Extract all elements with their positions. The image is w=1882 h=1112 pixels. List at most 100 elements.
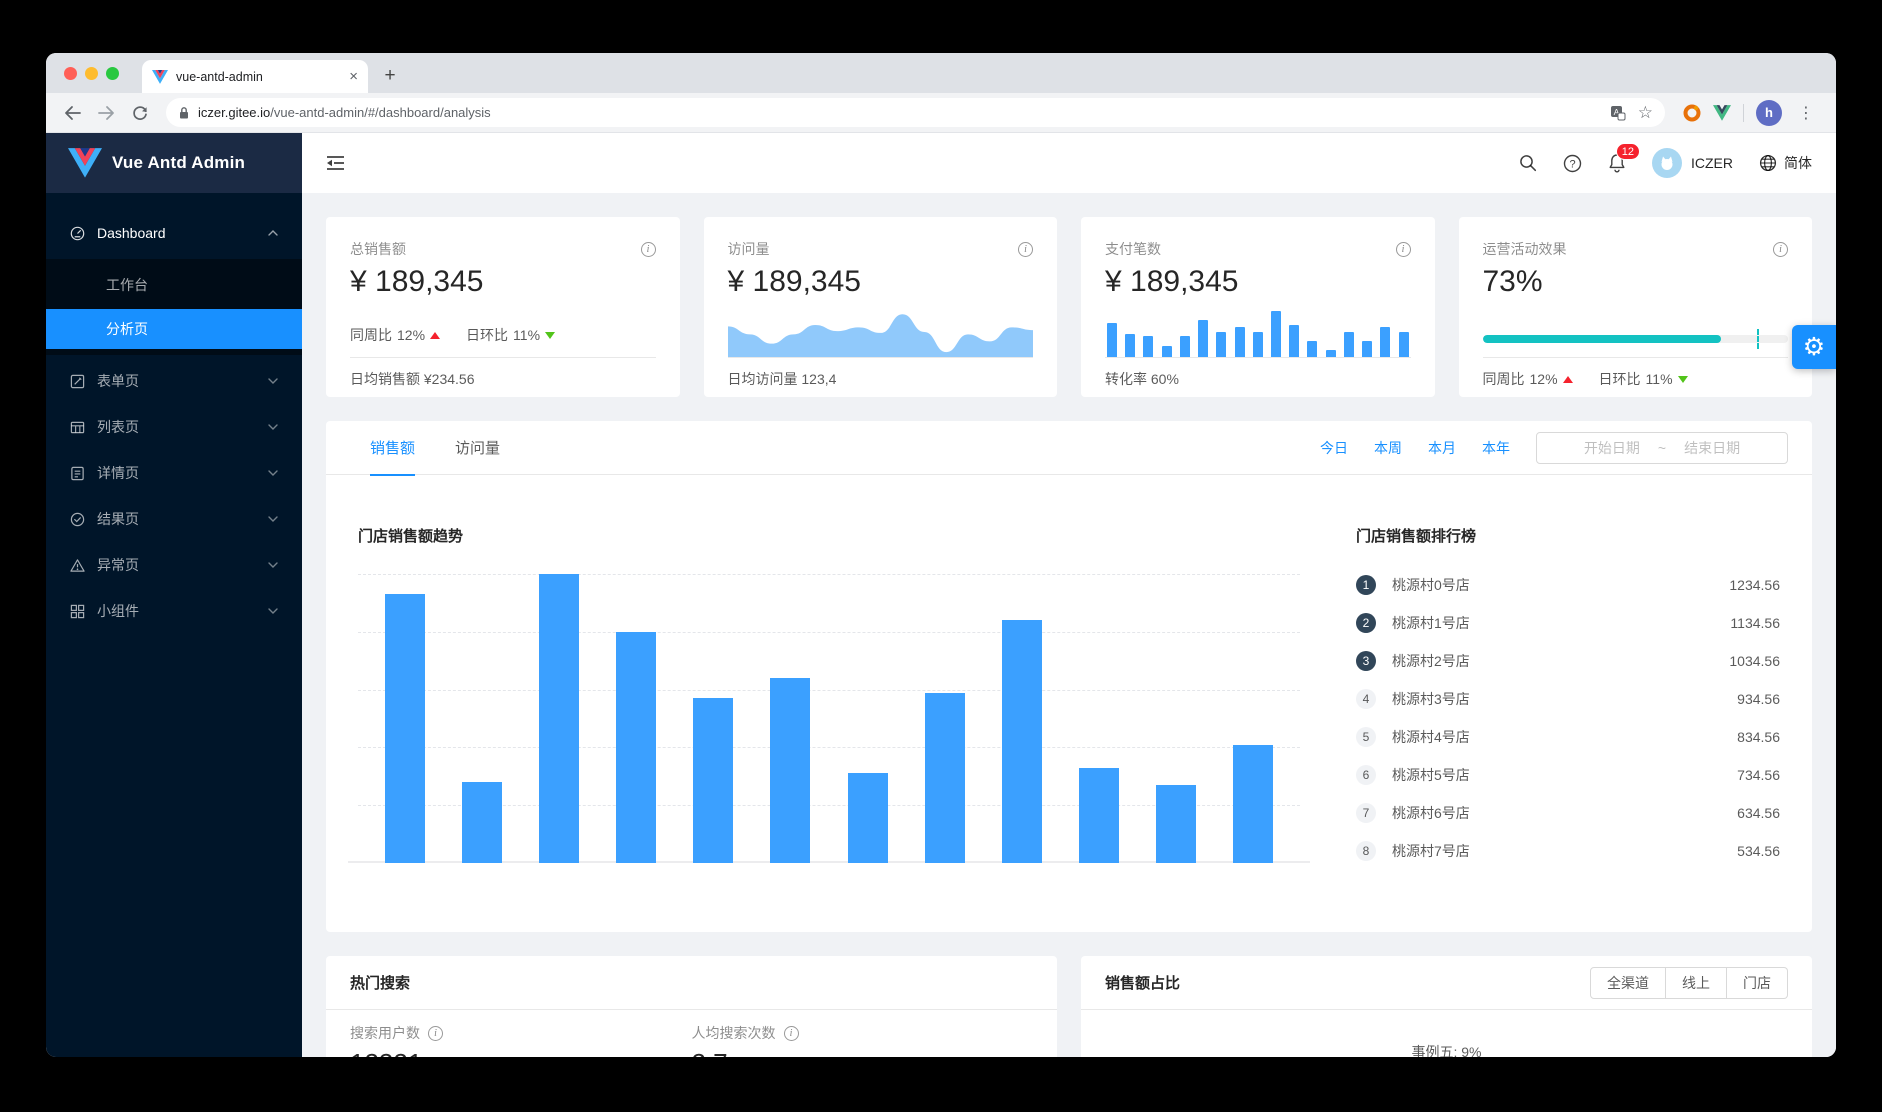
info-icon[interactable]: i xyxy=(1395,241,1411,257)
sales-ratio-title: 销售额占比 xyxy=(1105,975,1181,992)
sidebar-item-form[interactable]: 表单页 xyxy=(46,361,302,401)
sidebar-item-label: 分析页 xyxy=(106,321,148,337)
browser-tab[interactable]: vue-antd-admin × xyxy=(142,60,368,93)
store-name: 桃源村3号店 xyxy=(1392,691,1470,707)
stat-value: ¥ 189,345 xyxy=(727,265,861,298)
filter-today[interactable]: 今日 xyxy=(1320,439,1348,456)
info-icon[interactable]: i xyxy=(1018,241,1033,257)
sidebar-item-exception[interactable]: 异常页 xyxy=(46,545,302,585)
rank-badge: 1 xyxy=(1356,575,1376,595)
store-name: 桃源村7号店 xyxy=(1392,843,1470,859)
channel-store-button[interactable]: 门店 xyxy=(1727,966,1788,999)
progress-marker xyxy=(1757,329,1760,349)
translate-icon[interactable]: A xyxy=(1610,105,1626,121)
sidebar-item-dashboard[interactable]: Dashboard xyxy=(46,213,302,253)
browser-profile-avatar[interactable]: h xyxy=(1756,99,1782,126)
mini-bar xyxy=(1325,350,1336,357)
channel-all-button[interactable]: 全渠道 xyxy=(1590,966,1666,999)
mini-bar xyxy=(1143,336,1154,357)
tab-title: vue-antd-admin xyxy=(176,69,263,84)
search-icon[interactable] xyxy=(1519,154,1537,172)
progress-fill xyxy=(1482,335,1721,343)
stat-footer: 转化率 60% xyxy=(1105,371,1179,387)
store-name: 桃源村1号店 xyxy=(1392,615,1470,631)
info-icon[interactable]: i xyxy=(640,241,656,257)
sidebar-item-workbench[interactable]: 工作台 xyxy=(46,265,302,305)
tab-sales[interactable]: 销售额 xyxy=(370,421,416,476)
forward-button[interactable] xyxy=(92,99,120,127)
bar xyxy=(1078,767,1119,863)
stat-title: 总销售额 xyxy=(350,241,406,257)
maximize-window-button[interactable] xyxy=(106,67,119,80)
channel-online-button[interactable]: 线上 xyxy=(1666,966,1727,999)
chevron-down-icon xyxy=(268,562,278,568)
mini-bar xyxy=(1289,324,1300,357)
minimize-window-button[interactable] xyxy=(85,67,98,80)
filter-week[interactable]: 本周 xyxy=(1374,439,1402,456)
ranking-row: 6 桃源村5号店 734.56 xyxy=(1356,756,1780,794)
sidebar: Vue Antd Admin Dashboard 工作台 分析页 xyxy=(46,133,302,1057)
back-button[interactable] xyxy=(58,99,86,127)
new-tab-button[interactable]: + xyxy=(384,65,396,86)
menu-fold-icon[interactable] xyxy=(326,155,345,171)
theme-settings-button[interactable]: ⚙ xyxy=(1792,325,1836,369)
sidebar-item-result[interactable]: 结果页 xyxy=(46,499,302,539)
chevron-up-icon xyxy=(268,230,278,236)
browser-window: vue-antd-admin × + iczer.gitee.io/vue-an… xyxy=(46,53,1836,1057)
store-name: 桃源村6号店 xyxy=(1392,805,1470,821)
trend-down-icon xyxy=(1677,376,1688,383)
rank-badge: 2 xyxy=(1356,613,1376,633)
browser-menu-icon[interactable]: ⋮ xyxy=(1798,104,1814,122)
app-logo[interactable]: Vue Antd Admin xyxy=(46,133,302,193)
info-icon[interactable]: i xyxy=(428,1025,443,1041)
gridline xyxy=(358,747,1300,749)
appstore-icon xyxy=(70,604,85,618)
ranking-row: 8 桃源村7号店 534.56 xyxy=(1356,832,1780,870)
sidebar-item-analysis[interactable]: 分析页 xyxy=(46,309,302,349)
extension-orange-icon[interactable] xyxy=(1683,104,1701,122)
close-window-button[interactable] xyxy=(64,67,77,80)
notification-badge: 12 xyxy=(1615,143,1640,160)
sidebar-item-label: 结果页 xyxy=(97,511,139,527)
tab-visits[interactable]: 访问量 xyxy=(455,440,501,457)
ranking-row: 4 桃源村3号店 934.56 xyxy=(1356,680,1780,718)
gridline xyxy=(358,689,1300,691)
ranking-row: 3 桃源村2号店 1034.56 xyxy=(1356,642,1780,680)
store-value: 1234.56 xyxy=(1729,577,1780,593)
mini-bar xyxy=(1216,331,1227,357)
language-switcher[interactable]: 简体 xyxy=(1759,153,1812,173)
info-icon[interactable]: i xyxy=(1773,241,1788,257)
extension-vue-icon[interactable] xyxy=(1713,104,1731,121)
stat-card-total-sales: 总销售额 i ¥ 189,345 同周比 12% 日环比 11% 日均销售额 ¥23… xyxy=(326,217,680,397)
lock-icon xyxy=(180,106,188,118)
chevron-down-icon xyxy=(268,470,278,476)
sidebar-item-detail[interactable]: 详情页 xyxy=(46,453,302,493)
chevron-down-icon xyxy=(268,378,278,384)
card-divider xyxy=(1482,357,1788,358)
bar xyxy=(538,574,579,863)
reload-button[interactable] xyxy=(126,99,154,127)
user-menu[interactable]: ICZER xyxy=(1652,148,1733,178)
filter-year[interactable]: 本年 xyxy=(1482,439,1510,456)
trend-down-icon xyxy=(545,331,556,339)
bookmark-star-icon[interactable]: ☆ xyxy=(1637,103,1653,122)
help-icon[interactable]: ? xyxy=(1563,154,1582,173)
tab-close-icon[interactable]: × xyxy=(349,68,358,85)
search-per-user-trend: 71.2 xyxy=(756,1055,801,1058)
info-icon[interactable]: i xyxy=(783,1025,799,1041)
store-name: 桃源村2号店 xyxy=(1392,653,1470,669)
mini-bar xyxy=(1380,327,1391,357)
svg-text:A: A xyxy=(1613,106,1619,116)
bar xyxy=(384,594,425,863)
mini-bar xyxy=(1107,322,1117,357)
filter-month[interactable]: 本月 xyxy=(1428,439,1456,456)
notifications-bell[interactable]: 12 xyxy=(1608,143,1640,173)
address-bar[interactable]: iczer.gitee.io/vue-antd-admin/#/dashboar… xyxy=(166,98,1665,127)
date-range-picker[interactable]: 开始日期 ~ 结束日期 xyxy=(1536,431,1788,464)
sidebar-item-components[interactable]: 小组件 xyxy=(46,591,302,631)
stat-footer: 日均访问量 123,4 xyxy=(727,371,837,387)
sidebar-item-list[interactable]: 列表页 xyxy=(46,407,302,447)
vue-logo-icon xyxy=(68,148,102,178)
store-name: 桃源村5号店 xyxy=(1392,767,1470,783)
card-divider xyxy=(1105,357,1411,358)
